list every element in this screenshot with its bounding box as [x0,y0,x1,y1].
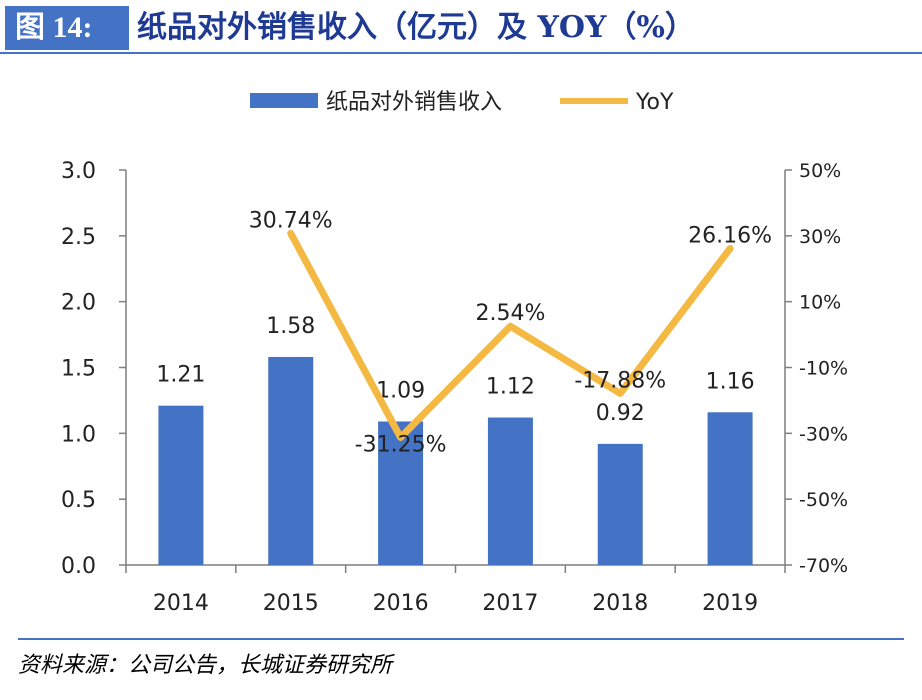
combo-chart: 纸品对外销售收入 YoY 0.00.51.01.52.02.53.0 -70%-… [61,90,848,616]
y-left-tick-label: 1.5 [61,357,96,382]
axes [125,170,786,566]
figure-number: 图 14: [5,6,129,50]
yoy-label: 2.54% [475,301,545,326]
y-right-tick-label: -10% [799,358,848,380]
y-right-ticks: -70% -50% -30% -10% 10% 30% 50% [785,160,848,577]
yoy-label: 26.16% [688,223,772,248]
revenue-bars [158,356,753,565]
y-left-tick-label: 3.0 [61,159,96,184]
x-tick-label: 2015 [263,591,319,616]
figure-header: 图 14: 纸品对外销售收入（亿元）及 YOY（%） [0,0,922,54]
revenue-bar-label: 1.21 [156,363,205,388]
x-tick-label: 2019 [702,591,758,616]
x-tick-label: 2018 [592,591,648,616]
y-left-tick-label: 0.0 [61,554,96,579]
yoy-labels: 30.74% -31.25% 2.54% -17.88% 26.16% [249,208,772,457]
y-left-tick-label: 1.0 [61,422,96,447]
revenue-bar [378,421,424,565]
y-right-tick-label: 50% [799,160,841,182]
x-ticks: 2014 2015 2016 2017 2018 2019 [125,565,786,616]
legend-label-yoy: YoY [635,90,674,115]
figure-title: 纸品对外销售收入（亿元）及 YOY（%） [137,10,695,45]
legend-swatch-revenue [250,93,318,108]
yoy-label: -31.25% [355,432,447,457]
x-tick-label: 2014 [153,591,209,616]
revenue-bar [707,412,753,565]
revenue-bar-label: 1.09 [376,378,425,403]
footer-divider [18,638,904,640]
revenue-bar-label: 1.58 [266,314,315,339]
revenue-bar-label: 0.92 [596,401,645,426]
revenue-bar [268,356,314,565]
y-left-ticks: 0.0 0.5 1.0 1.5 2.0 2.5 3.0 [61,159,126,579]
revenue-bar [158,405,204,565]
revenue-bar-label: 1.16 [706,369,755,394]
legend-label-revenue: 纸品对外销售收入 [326,90,502,115]
revenue-bar [597,443,643,565]
y-right-tick-label: 10% [799,292,841,314]
y-right-tick-label: -70% [799,555,848,577]
yoy-label: 30.74% [249,208,333,233]
revenue-bar [487,417,533,565]
source-note: 资料来源：公司公告，长城证券研究所 [18,653,393,678]
y-right-tick-label: -30% [799,423,848,445]
revenue-bar-label: 1.12 [486,375,535,400]
y-left-tick-label: 2.5 [61,225,96,250]
y-left-tick-label: 2.0 [61,291,96,316]
yoy-label: -17.88% [574,368,666,393]
y-right-tick-label: -50% [799,489,848,511]
chart-legend: 纸品对外销售收入 YoY [250,90,674,115]
yoy-line [287,229,734,441]
x-tick-label: 2017 [482,591,538,616]
revenue-bar-labels: 1.21 1.58 1.09 1.12 0.92 1.16 [156,314,754,426]
header-divider [0,52,922,54]
y-left-tick-label: 0.5 [61,488,96,513]
x-tick-label: 2016 [373,591,429,616]
y-right-tick-label: 30% [799,226,841,248]
